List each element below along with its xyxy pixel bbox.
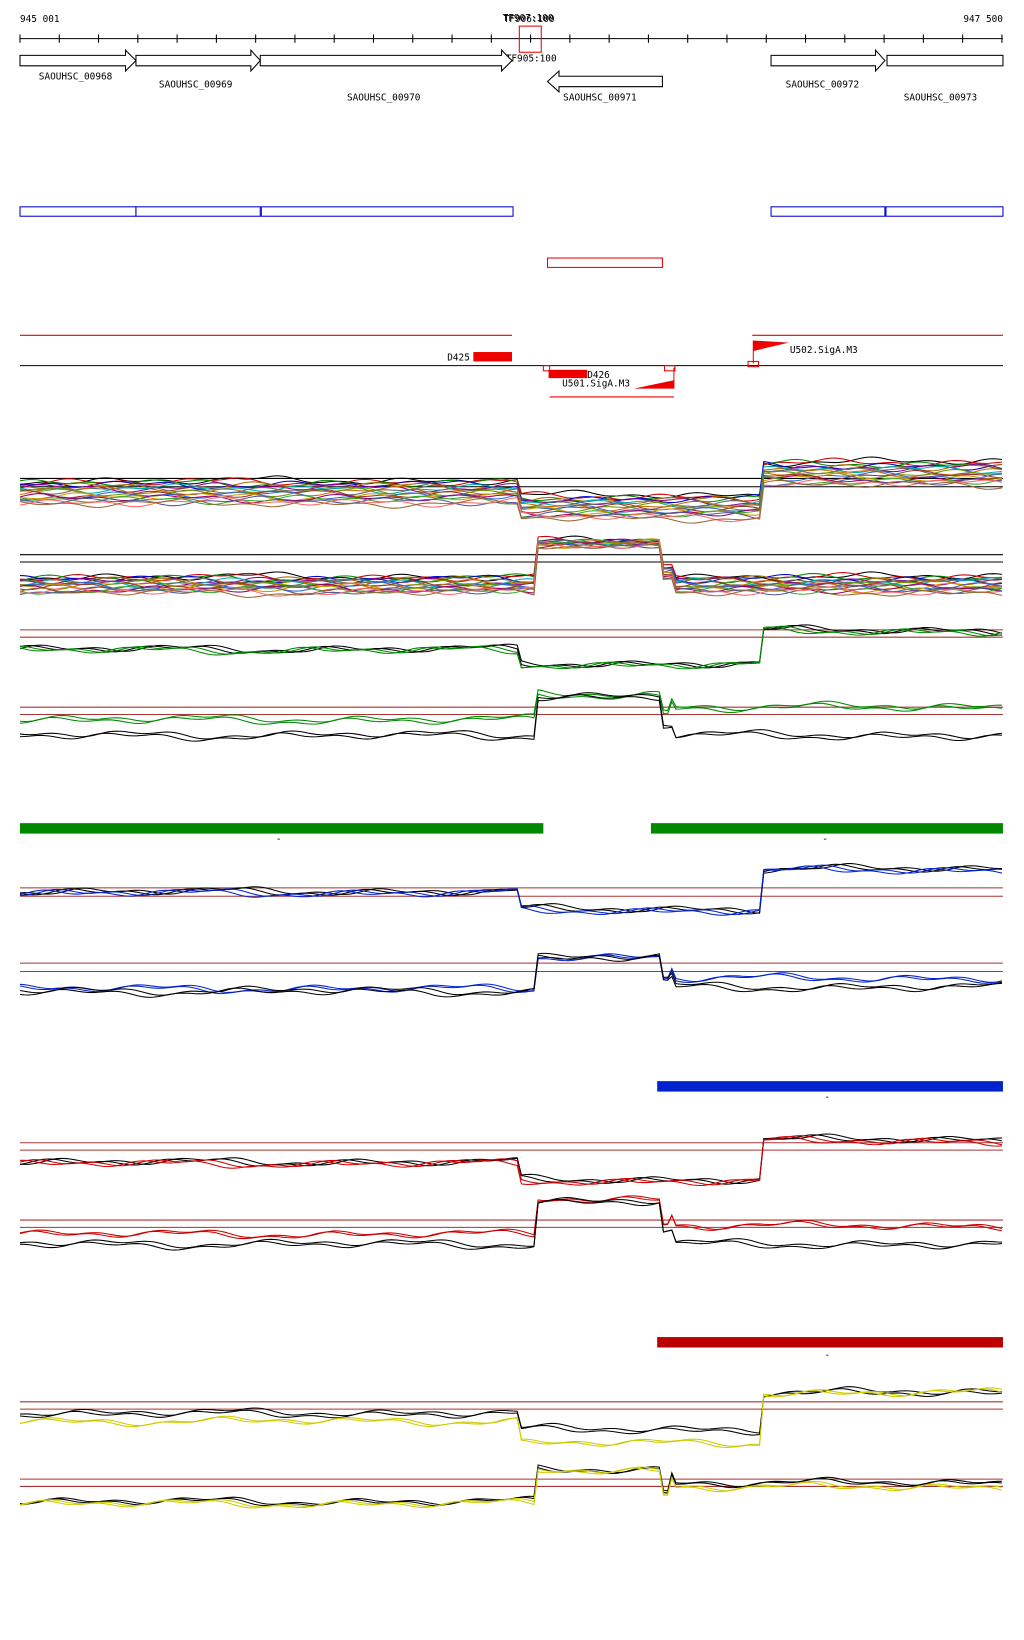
cds-box [19, 206, 137, 217]
profile-line [19, 1195, 1003, 1238]
profile-line [19, 463, 1003, 507]
gene-label: SAOUHSC_00970 [347, 92, 421, 103]
gene-arrow[interactable] [135, 48, 261, 73]
profile-line [19, 954, 1003, 995]
feature-marker [663, 365, 676, 372]
tf-label: TF907:100 [503, 13, 554, 24]
profile-line [19, 471, 1002, 514]
feature-d425[interactable] [473, 352, 512, 362]
profile-line [19, 1467, 1003, 1509]
profile-line [19, 689, 1002, 723]
gene-label: SAOUHSC_00969 [159, 80, 233, 91]
profile-line [19, 1198, 1002, 1251]
profile-line [19, 694, 1002, 742]
profile-line [19, 625, 1002, 669]
bar-label: - [824, 1350, 830, 1361]
cds-box [260, 206, 514, 217]
feature-label: U501.SigA.M3 [562, 378, 630, 389]
bar-label: - [822, 834, 828, 845]
cds-box [135, 206, 261, 217]
feature-u501[interactable] [634, 380, 674, 389]
profile-line [19, 539, 1002, 591]
profile-line [19, 1388, 1003, 1449]
condition-bar [650, 823, 1003, 834]
tf-label: TF906:100 [504, 14, 555, 25]
gene-label: SAOUHSC_00972 [786, 80, 860, 91]
profile-line [19, 539, 1003, 596]
ruler-ticks [19, 34, 1003, 43]
bar-label: - [276, 834, 282, 845]
profile-line [19, 468, 1002, 512]
gene-label: SAOUHSC_00973 [904, 92, 978, 103]
profile-line [19, 693, 1002, 725]
gene-label: SAOUHSC_00968 [39, 71, 113, 82]
profile-line [19, 538, 1003, 584]
feature-marker [542, 365, 551, 372]
profile-line [19, 1196, 1003, 1240]
gene-arrow[interactable] [19, 48, 137, 73]
cds-box [885, 206, 1004, 217]
condition-bar [657, 1337, 1003, 1348]
profile-line [19, 538, 1002, 585]
feature-label: U502.SigA.M3 [790, 345, 858, 356]
profile-line [19, 864, 1002, 916]
cds-box-reverse [546, 257, 663, 268]
ruler-start: 945 001 [20, 14, 60, 25]
feature-u502[interactable] [753, 340, 789, 351]
feature-label: D426 [587, 370, 610, 381]
ruler-end: 947 500 [963, 14, 1003, 25]
profile-line [19, 538, 1002, 588]
condition-bar [657, 1081, 1003, 1092]
profile-line [19, 692, 1002, 740]
profile-line [19, 624, 1003, 668]
gene-arrow[interactable] [546, 69, 663, 94]
tf-label: TF905:100 [506, 54, 557, 65]
cds-box [770, 206, 886, 217]
feature-d426[interactable] [548, 369, 588, 379]
profile-line [19, 624, 1002, 669]
profile-line [19, 539, 1002, 589]
feature-label: D425 [447, 352, 470, 363]
profile-line [19, 479, 1002, 524]
profile-line [19, 1136, 1002, 1187]
gene-arrow[interactable] [886, 54, 1004, 67]
profile-line [19, 478, 1002, 520]
gene-label: SAOUHSC_00971 [563, 92, 637, 103]
bar-label: - [824, 1092, 830, 1103]
condition-bar [20, 823, 544, 834]
expression-profiles [19, 456, 1003, 1509]
feature-marker [747, 360, 760, 368]
gene-arrows [19, 48, 1004, 94]
profile-line [19, 1196, 1002, 1249]
profile-line [19, 626, 1003, 670]
profile-line [19, 479, 1003, 523]
profile-line [19, 1134, 1003, 1185]
gene-arrow[interactable] [770, 48, 886, 73]
profile-line [19, 865, 1003, 916]
gene-arrow[interactable] [259, 48, 513, 73]
profile-line [19, 540, 1002, 592]
tf-box [518, 25, 542, 53]
profile-line [19, 954, 1002, 998]
cds-track [19, 206, 1004, 217]
profile-line [19, 541, 1003, 598]
profile-line [19, 953, 1002, 993]
profile-line [19, 1466, 1003, 1508]
profile-line [19, 1388, 1002, 1436]
